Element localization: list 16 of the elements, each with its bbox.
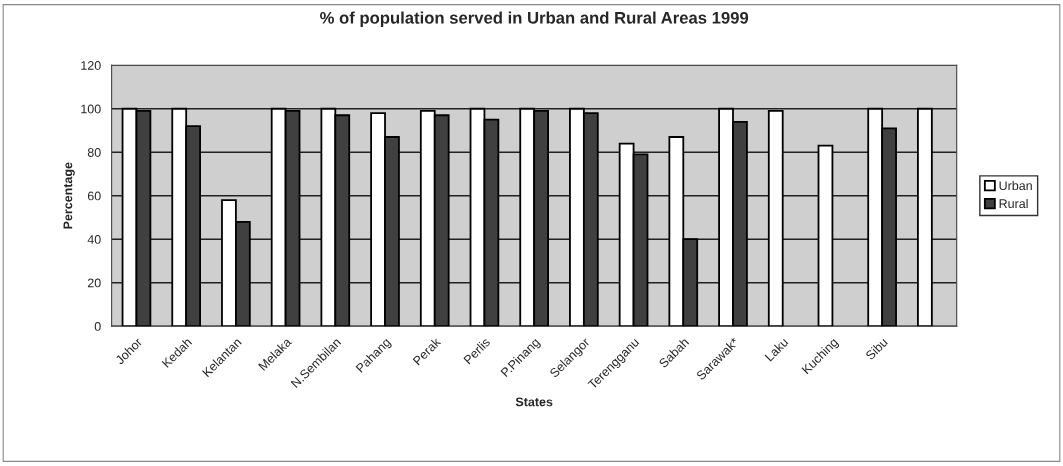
y-tick-label: 0 xyxy=(94,322,101,331)
y-tick-label: 60 xyxy=(87,191,101,201)
y-tick-label: 40 xyxy=(87,235,101,244)
chart-title: % of population served in Urban and Rural Areas 1999 xyxy=(320,11,749,28)
legend-label: Rural xyxy=(999,198,1028,209)
bar xyxy=(817,144,834,327)
x-axis-title: States xyxy=(515,397,553,407)
bar xyxy=(917,107,933,327)
y-tick-label: 80 xyxy=(87,148,101,157)
x-tick-label: Sibu xyxy=(864,337,889,361)
y-axis-title: Percentage xyxy=(63,162,75,229)
bar xyxy=(767,110,784,327)
legend-label: Urban xyxy=(999,180,1032,191)
y-tick-label: 100 xyxy=(81,104,101,114)
y-tick-label: 120 xyxy=(81,61,101,70)
y-tick-label: 20 xyxy=(87,278,101,288)
